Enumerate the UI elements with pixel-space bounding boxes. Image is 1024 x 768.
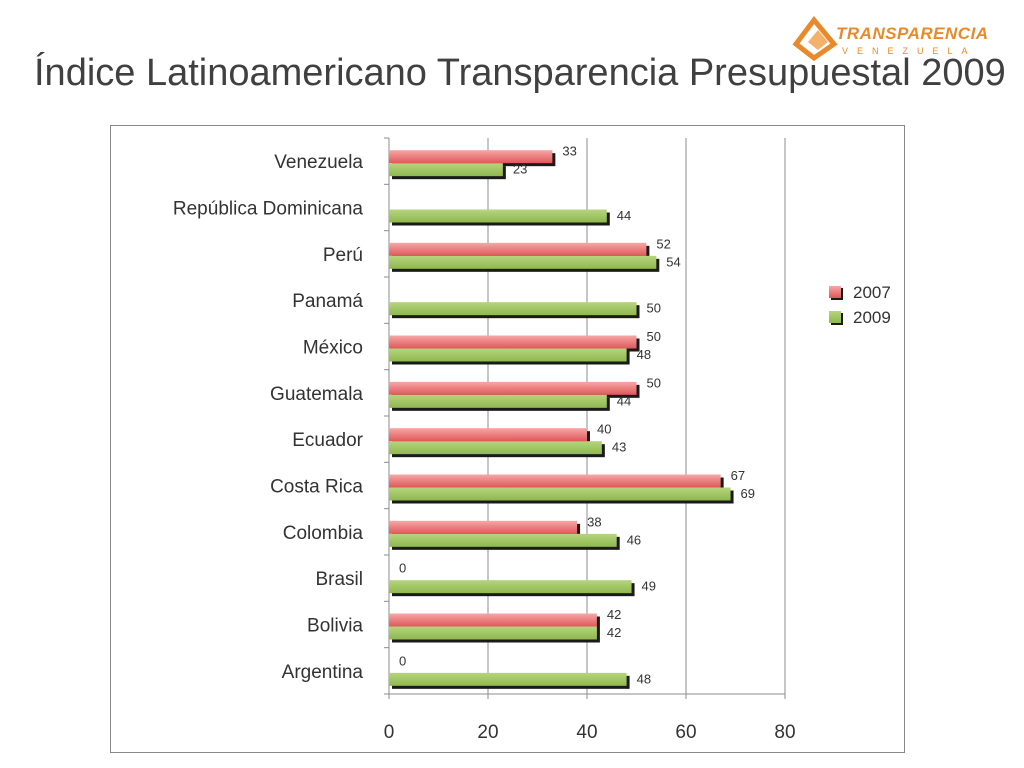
bar-2009: [389, 163, 503, 177]
x-tick-label: 20: [477, 722, 498, 743]
category-label: Bolivia: [307, 616, 363, 637]
data-label: 54: [666, 254, 680, 269]
bar-2007: [389, 474, 721, 488]
bar-2007: [389, 242, 647, 256]
category-label: Colombia: [283, 523, 364, 544]
data-label: 38: [587, 514, 601, 529]
category-label: Brasil: [315, 569, 363, 590]
legend-label: 2009: [853, 308, 891, 327]
legend-swatch-2009: [829, 311, 841, 323]
chart-frame: 0 20 40 60 80 Venezuela 33 23 República Dominica…: [110, 125, 905, 753]
bar-2009: [389, 209, 607, 223]
bar-2009: [389, 487, 731, 501]
category-label: Venezuela: [274, 152, 363, 173]
category-label: Perú: [323, 245, 363, 266]
data-label: 42: [607, 625, 621, 640]
bar-2007: [389, 428, 587, 442]
logo-name: TRANSPARENCIA: [836, 24, 989, 43]
data-label: 50: [647, 301, 661, 316]
data-label: 44: [617, 208, 631, 223]
bar-2009: [389, 255, 657, 269]
data-label: 0: [399, 561, 406, 576]
data-label: 46: [627, 532, 641, 547]
bar-2007: [389, 150, 553, 164]
data-label: 42: [607, 607, 621, 622]
slide-title: Índice Latinoamericano Transparencia Pre…: [34, 52, 1006, 94]
data-label: 48: [637, 347, 651, 362]
logo-subtitle: VENEZUELA: [842, 46, 977, 56]
data-label: 43: [612, 440, 626, 455]
bar-2009: [389, 580, 632, 594]
logo-mark-icon: [792, 15, 838, 62]
data-label: 23: [513, 162, 527, 177]
x-tick-label: 80: [774, 722, 795, 743]
bar-2009: [389, 394, 607, 408]
legend-swatch-2007: [829, 286, 841, 298]
bar-chart: 0 20 40 60 80 Venezuela 33 23 República Dominica…: [173, 137, 891, 743]
bar-2007: [389, 613, 597, 627]
category-label: Costa Rica: [270, 477, 363, 498]
x-tick-label: 0: [384, 722, 395, 743]
data-label: 0: [399, 653, 406, 668]
bar-2009: [389, 626, 597, 640]
data-label: 49: [642, 579, 656, 594]
data-label: 48: [637, 671, 651, 686]
data-label: 44: [617, 393, 631, 408]
bar-2007: [389, 520, 578, 534]
bar-2009: [389, 441, 602, 455]
category-label: Panamá: [292, 291, 363, 312]
data-label: 33: [562, 144, 576, 159]
x-tick-label: 40: [576, 722, 597, 743]
data-label: 50: [647, 329, 661, 344]
transparencia-logo: TRANSPARENCIA VENEZUELA: [790, 12, 1015, 64]
category-label: Argentina: [282, 662, 364, 683]
category-label: México: [303, 338, 363, 359]
bar-2009: [389, 533, 617, 547]
bar-2007: [389, 335, 637, 349]
x-tick-label: 60: [675, 722, 696, 743]
category-label: Guatemala: [270, 384, 363, 405]
category-label: República Dominicana: [173, 199, 364, 220]
legend-label: 2007: [853, 283, 891, 302]
data-label: 67: [731, 468, 745, 483]
data-label: 50: [647, 375, 661, 390]
data-label: 69: [741, 486, 755, 501]
data-label: 40: [597, 422, 611, 437]
bar-2009: [389, 348, 627, 362]
bar-2009: [389, 302, 637, 316]
data-label: 52: [656, 236, 670, 251]
bar-2007: [389, 381, 637, 395]
category-label: Ecuador: [292, 430, 363, 451]
bar-2009: [389, 672, 627, 686]
